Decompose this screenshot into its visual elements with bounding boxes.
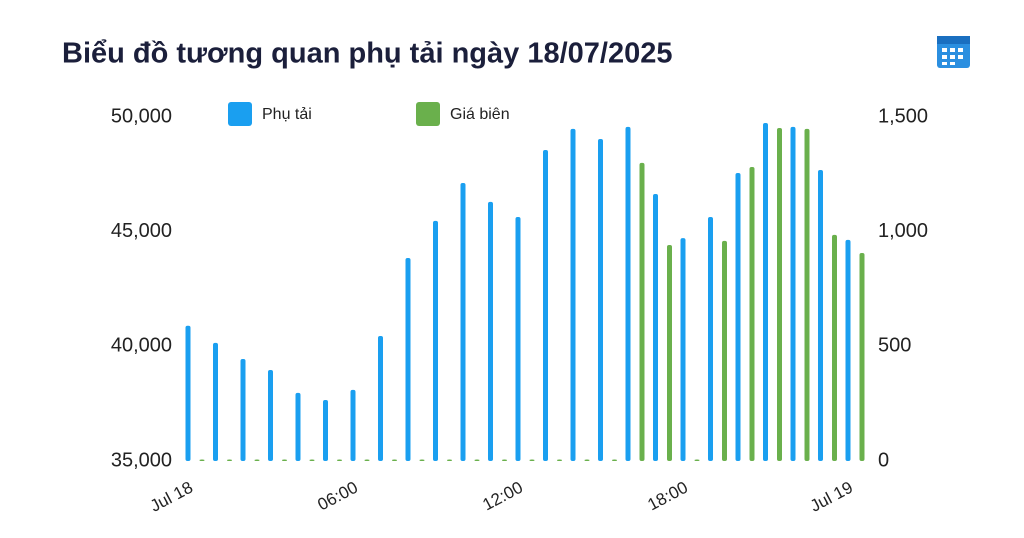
chart-title: Biểu đồ tương quan phụ tải ngày 18/07/20… [62,38,672,70]
bar [405,258,411,461]
calendar-icon[interactable] [937,36,970,68]
bar [309,459,315,461]
bar [818,169,823,461]
bar [515,216,521,461]
bar [502,459,507,461]
bar [667,244,672,461]
y2-tick-label: 500 [878,335,911,357]
y-tick-label: 45,000 [111,220,172,242]
bar [680,238,686,461]
bar [790,126,796,462]
bar [735,172,741,461]
bar [199,459,205,461]
legend-label: Giá biên [450,106,510,123]
bar [543,150,548,462]
bar [213,342,218,461]
bar [268,369,273,461]
bar [763,122,768,461]
bar [240,358,246,461]
legend-label: Phụ tải [262,106,312,123]
bar [832,234,837,461]
bar [282,459,287,461]
x-tick-label: 06:00 [314,478,360,515]
legend-swatch [416,102,440,126]
bar [337,459,342,461]
bar [694,459,700,461]
bar [625,126,631,462]
calendar-header[interactable] [937,36,970,44]
x-tick-label: 18:00 [644,478,690,515]
bar [749,166,755,461]
bar [460,183,466,461]
bar [378,336,383,461]
bar [612,459,617,461]
bar [323,399,328,461]
bar [419,459,425,461]
bar [295,392,301,461]
bar [529,459,535,461]
bar [447,459,452,461]
x-tick-label: Jul 18 [147,478,196,516]
bar [804,128,810,461]
bar [708,216,713,461]
bar [392,459,397,461]
bar [722,240,727,461]
y-tick-label: 40,000 [111,335,172,357]
bar [350,389,356,461]
bar [557,459,562,461]
bar [364,459,370,461]
bar [570,128,576,461]
y-tick-label: 35,000 [111,449,172,471]
bar [653,194,658,461]
bar [433,220,438,461]
bar [227,459,232,461]
y2-tick-label: 1,000 [878,220,928,242]
bar [777,128,782,461]
bar [859,252,865,461]
bar [254,459,260,461]
bar [584,459,590,461]
bar [185,325,191,461]
bar [639,162,645,461]
legend-swatch [228,102,252,126]
bar [488,201,493,461]
bar [845,239,851,461]
x-tick-label: Jul 19 [807,478,856,516]
x-tick-label: 12:00 [479,478,525,515]
y2-tick-label: 0 [878,449,889,471]
bar [474,459,480,461]
y-tick-label: 50,000 [111,105,172,127]
bar [598,139,603,462]
y2-tick-label: 1,500 [878,105,928,127]
